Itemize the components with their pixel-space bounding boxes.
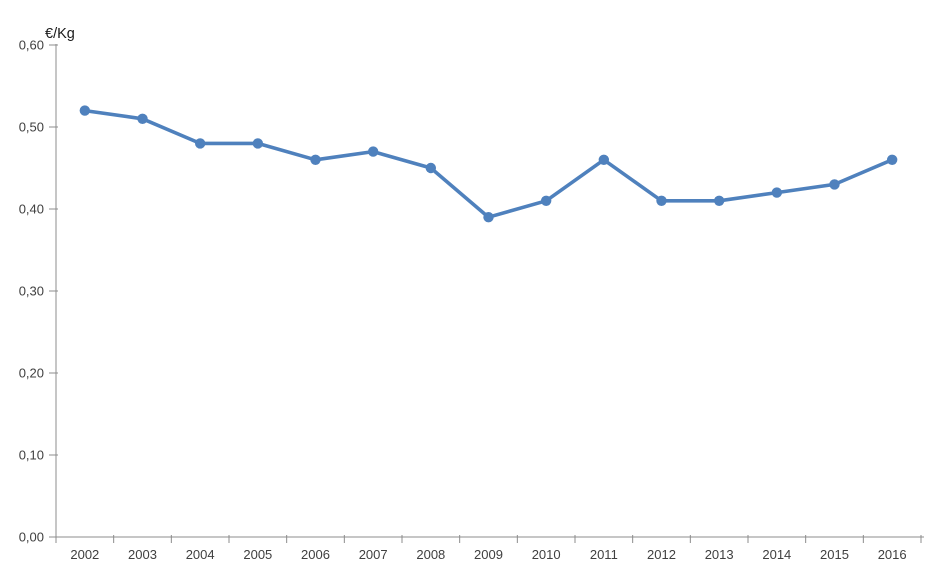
y-tick-label: 0,60: [19, 38, 44, 53]
data-point-marker: [829, 179, 840, 190]
data-point-marker: [310, 154, 321, 165]
x-tick-label: 2007: [359, 547, 388, 562]
data-point-marker: [137, 113, 148, 125]
data-point-marker: [598, 154, 610, 165]
y-tick-label: 0,50: [19, 120, 44, 135]
data-point-marker: [367, 146, 379, 157]
x-tick-label: 2005: [243, 547, 272, 562]
x-tick-label: 2015: [820, 547, 849, 562]
data-point-marker: [483, 212, 494, 223]
x-tick-label: 2010: [532, 547, 561, 562]
x-tick-label: 2011: [590, 547, 618, 562]
y-tick-label: 0,30: [19, 284, 44, 299]
data-point-marker: [540, 195, 552, 206]
data-point-marker: [886, 154, 898, 165]
x-tick-label: 2002: [70, 547, 99, 562]
x-tick-label: 2003: [128, 547, 157, 562]
series-line: [83, 108, 894, 219]
x-tick-label: 2006: [301, 547, 330, 562]
x-tick-label: 2009: [474, 547, 503, 562]
x-tick-label: 2016: [878, 547, 907, 562]
y-axis-title: €/Kg: [45, 26, 75, 42]
data-point-marker: [713, 195, 725, 206]
data-point-marker: [425, 162, 437, 174]
x-tick-label: 2014: [762, 547, 791, 562]
y-tick-label: 0,00: [19, 530, 44, 545]
x-tick-label: 2013: [705, 547, 734, 562]
x-tick-label: 2004: [186, 547, 215, 562]
data-point-marker: [771, 187, 783, 198]
y-tick-label: 0,20: [19, 366, 44, 381]
y-tick-label: 0,40: [19, 202, 44, 217]
data-point-marker: [79, 105, 91, 116]
y-tick-label: 0,10: [19, 448, 44, 463]
x-tick-label: 2008: [416, 547, 445, 562]
data-point-marker: [656, 195, 667, 206]
data-point-marker: [194, 138, 206, 149]
x-tick-label: 2012: [647, 547, 676, 562]
data-point-marker: [252, 138, 264, 149]
